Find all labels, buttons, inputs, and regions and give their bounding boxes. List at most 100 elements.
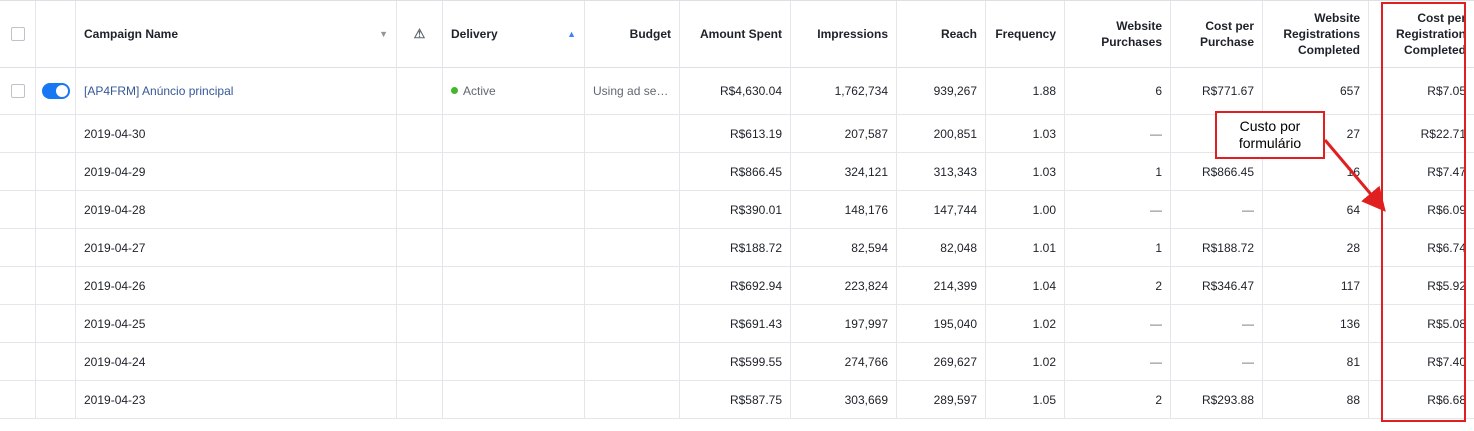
- select-all-checkbox[interactable]: [10, 27, 25, 41]
- frequency-cell: 1.00: [986, 191, 1065, 228]
- cost-per-purchase-cell: R$346.47: [1171, 267, 1263, 304]
- impressions-cell: 82,594: [791, 229, 897, 266]
- amount-spent-cell: R$587.75: [680, 381, 791, 418]
- cost-per-purchase-cell: R$188.72: [1171, 229, 1263, 266]
- empty-cell: [443, 153, 585, 190]
- column-header-budget[interactable]: Budget: [585, 1, 680, 67]
- date-cell: 2019-04-25: [76, 305, 397, 342]
- empty-cell: [443, 267, 585, 304]
- impressions-cell: 303,669: [791, 381, 897, 418]
- column-header-frequency[interactable]: Frequency: [986, 1, 1065, 67]
- purchases-cell: —: [1065, 115, 1171, 152]
- empty-cell: [0, 153, 36, 190]
- empty-cell: [36, 153, 76, 190]
- column-header-impressions[interactable]: Impressions: [791, 1, 897, 67]
- row-checkbox[interactable]: [10, 83, 25, 98]
- sort-down-icon[interactable]: ▼: [379, 29, 388, 39]
- reach-cell: 214,399: [897, 267, 986, 304]
- table-row: 2019-04-28 R$390.01 148,176 147,744 1.00— —64…: [0, 191, 1474, 229]
- campaign-on-off-toggle[interactable]: [41, 82, 70, 99]
- impressions-cell: 148,176: [791, 191, 897, 228]
- warning-cell: [397, 67, 443, 114]
- column-header-reach[interactable]: Reach: [897, 1, 986, 67]
- empty-cell: [585, 229, 680, 266]
- cost-per-registration-cell: R$6.09: [1427, 202, 1466, 217]
- amount-spent-cell: R$866.45: [680, 153, 791, 190]
- reach-cell: 269,627: [897, 343, 986, 380]
- empty-cell: [397, 191, 443, 228]
- column-header-website-purchases[interactable]: Website Purchases: [1065, 1, 1171, 67]
- status-label: Active: [463, 83, 496, 98]
- column-header-delivery[interactable]: Delivery ▲: [443, 1, 585, 67]
- budget-cell: Using ad se…: [585, 67, 680, 114]
- empty-cell: [36, 191, 76, 228]
- empty-cell: [0, 115, 36, 152]
- column-header-warning[interactable]: ⚠: [397, 1, 443, 67]
- toggle-header-cell: [36, 1, 76, 67]
- sort-up-icon[interactable]: ▲: [567, 29, 576, 39]
- frequency-cell: 1.05: [986, 381, 1065, 418]
- campaign-row[interactable]: [AP4FRM] Anúncio principal Active Using …: [0, 67, 1474, 115]
- empty-cell: [0, 381, 36, 418]
- amount-spent-cell: R$599.55: [680, 343, 791, 380]
- delivery-status: Active: [443, 67, 585, 114]
- impressions-cell: 274,766: [791, 343, 897, 380]
- empty-cell: [397, 305, 443, 342]
- column-header-cost-per-purchase[interactable]: Cost per Purchase: [1171, 1, 1263, 67]
- column-header-campaign-name[interactable]: Campaign Name ▼: [76, 1, 397, 67]
- date-cell: 2019-04-26: [76, 267, 397, 304]
- frequency-cell: 1.02: [986, 305, 1065, 342]
- cost-per-purchase-cell: —: [1171, 343, 1263, 380]
- empty-cell: [36, 381, 76, 418]
- cost-per-registration-cell: R$6.68: [1427, 392, 1466, 407]
- row-checkbox-cell[interactable]: [0, 67, 36, 114]
- amount-spent-cell: R$613.19: [680, 115, 791, 152]
- purchases-cell: 6: [1065, 67, 1171, 114]
- amount-spent-cell: R$188.72: [680, 229, 791, 266]
- table-row: 2019-04-24 R$599.55 274,766 269,627 1.02— —81…: [0, 343, 1474, 381]
- reach-cell: 313,343: [897, 153, 986, 190]
- purchases-cell: —: [1065, 305, 1171, 342]
- column-header-cost-per-registration[interactable]: Cost per Registration Completed: [1395, 11, 1466, 57]
- impressions-cell: 207,587: [791, 115, 897, 152]
- reach-cell: 82,048: [897, 229, 986, 266]
- empty-cell: [0, 305, 36, 342]
- empty-cell: [36, 267, 76, 304]
- empty-cell: [397, 343, 443, 380]
- registrations-cell: 81: [1263, 343, 1369, 380]
- cost-per-registration-cell: R$5.92: [1427, 278, 1466, 293]
- impressions-cell: 324,121: [791, 153, 897, 190]
- empty-cell: [443, 343, 585, 380]
- amount-spent-cell: R$4,630.04: [680, 67, 791, 114]
- table-header: Campaign Name ▼ ⚠ Delivery ▲ Budget Amou…: [0, 0, 1474, 68]
- cost-per-registration-cell: R$6.74: [1427, 240, 1466, 255]
- cost-per-purchase-cell: —: [1171, 305, 1263, 342]
- empty-cell: [397, 229, 443, 266]
- column-label: Campaign Name: [84, 27, 179, 41]
- cost-per-registration-cell: R$7.47: [1427, 164, 1466, 179]
- column-header-amount-spent[interactable]: Amount Spent: [680, 1, 791, 67]
- active-status-dot: [451, 87, 458, 94]
- date-cell: 2019-04-28: [76, 191, 397, 228]
- amount-spent-cell: R$691.43: [680, 305, 791, 342]
- toggle-cell[interactable]: [36, 67, 76, 114]
- date-cell: 2019-04-23: [76, 381, 397, 418]
- empty-cell: [443, 229, 585, 266]
- registrations-cell: 64: [1263, 191, 1369, 228]
- frequency-cell: 1.01: [986, 229, 1065, 266]
- campaign-name-link[interactable]: [AP4FRM] Anúncio principal: [76, 67, 397, 114]
- empty-cell: [585, 305, 680, 342]
- empty-cell: [0, 343, 36, 380]
- empty-cell: [443, 115, 585, 152]
- select-all-checkbox-cell[interactable]: [0, 1, 36, 67]
- purchases-cell: 2: [1065, 381, 1171, 418]
- cost-per-purchase-cell: —: [1171, 191, 1263, 228]
- frequency-cell: 1.04: [986, 267, 1065, 304]
- table-row: 2019-04-27 R$188.72 82,594 82,048 1.01 1 R$188…: [0, 229, 1474, 267]
- warning-icon: ⚠: [413, 26, 426, 41]
- purchases-cell: —: [1065, 343, 1171, 380]
- cost-per-purchase-cell: R$771.67: [1171, 67, 1263, 114]
- cost-per-registration-cell: R$5.08: [1427, 316, 1466, 331]
- column-header-website-registrations[interactable]: Website Registrations Completed: [1263, 1, 1369, 67]
- table-row: 2019-04-30 R$613.19 207,587 200,851 1.03— 27 R…: [0, 115, 1474, 153]
